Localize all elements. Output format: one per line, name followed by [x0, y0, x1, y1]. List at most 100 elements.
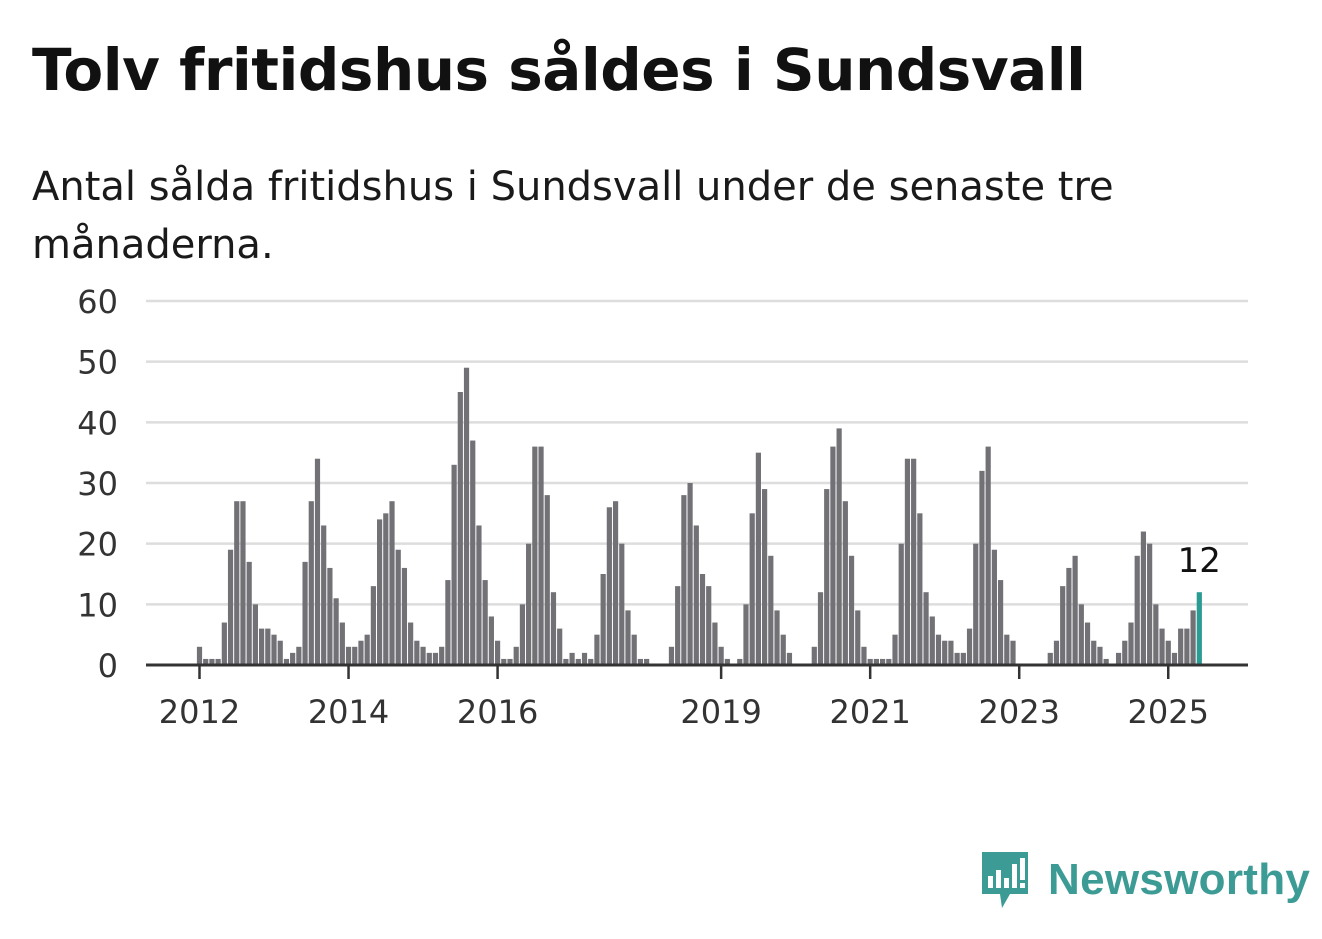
bar: [501, 658, 507, 665]
bar: [1053, 640, 1060, 665]
bar: [1066, 567, 1072, 665]
bar: [265, 628, 271, 665]
bar: [861, 646, 867, 665]
bar: [594, 634, 600, 665]
bar: [1115, 652, 1122, 665]
bar: [774, 610, 780, 665]
bar: [1178, 628, 1184, 665]
bar: [1097, 646, 1103, 665]
bar: [439, 646, 445, 665]
bar: [942, 640, 948, 665]
bar: [954, 652, 960, 665]
bar: [718, 646, 724, 665]
bar: [1165, 640, 1171, 665]
bar: [1103, 658, 1109, 665]
bar: [588, 658, 594, 665]
bar: [246, 561, 252, 665]
bar: [966, 628, 973, 665]
bar: [706, 586, 712, 665]
newsworthy-logo-icon: [982, 852, 1028, 908]
bar: [935, 634, 942, 665]
bar: [867, 658, 873, 665]
bar: [898, 543, 904, 665]
x-tick-label: 2019: [680, 693, 761, 731]
y-tick-label: 0: [98, 647, 118, 685]
bar: [240, 501, 246, 665]
bar: [960, 652, 966, 665]
bar: [848, 555, 855, 665]
bar: [401, 567, 408, 665]
bar: [1004, 634, 1010, 665]
y-tick-label: 20: [77, 526, 118, 564]
bar: [1010, 640, 1016, 665]
bar: [314, 458, 321, 665]
bar: [333, 598, 339, 665]
bar: [209, 658, 215, 665]
bar: [836, 428, 842, 665]
bar: [1078, 604, 1084, 665]
bar: [414, 640, 420, 665]
bar: [575, 658, 581, 665]
bar: [1091, 640, 1097, 665]
bar: [1153, 604, 1159, 665]
bar: [668, 646, 675, 665]
bar: [358, 640, 364, 665]
bar: [1060, 586, 1066, 665]
bar: [196, 646, 203, 665]
bar: [277, 640, 283, 665]
bar: [606, 507, 612, 665]
bar: [1159, 628, 1165, 665]
bar: [1190, 610, 1196, 665]
bar: [581, 652, 588, 665]
bar: [302, 561, 308, 665]
bar: [842, 501, 848, 665]
bar: [1140, 531, 1147, 665]
bar: [494, 640, 501, 665]
bar: [985, 446, 991, 665]
y-axis-labels: 0 10 20 30 40 50 60: [77, 283, 118, 685]
bar: [644, 658, 650, 665]
highlight-value-label: 12: [1178, 541, 1221, 581]
bar-chart: 12 0 10 20 30 40 50 60 2012 2014 2016 2019 2021 202…: [77, 283, 1248, 731]
bar: [327, 567, 333, 665]
bar: [681, 495, 687, 665]
bar: [830, 446, 836, 665]
bar: [1122, 640, 1128, 665]
bar: [420, 646, 426, 665]
bar: [321, 525, 327, 665]
x-tick-label: 2023: [979, 693, 1060, 731]
bar: [873, 658, 879, 665]
bar: [395, 549, 401, 665]
bar: [557, 628, 563, 665]
bar: [259, 628, 265, 665]
bar: [221, 622, 227, 665]
bar: [451, 464, 457, 665]
bar: [892, 634, 898, 665]
newsworthy-brand: Newsworthy: [980, 850, 1310, 910]
bar: [538, 446, 544, 665]
bar: [1084, 622, 1091, 665]
bar: [563, 658, 569, 665]
bar: [1134, 555, 1140, 665]
bar: [904, 458, 911, 665]
bar: [203, 658, 209, 665]
bar: [271, 634, 277, 665]
bars: 12: [146, 367, 1248, 667]
y-tick-label: 60: [77, 283, 118, 321]
bar: [1047, 652, 1053, 665]
bar: [762, 489, 768, 665]
bar: [544, 495, 550, 665]
bar: [234, 501, 240, 665]
y-tick-label: 30: [77, 465, 118, 503]
bar: [880, 658, 886, 665]
chart-subtitle: Antal sålda fritidshus i Sundsvall under…: [32, 164, 1114, 268]
bar: [389, 501, 395, 665]
x-axis-labels: 2012 2014 2016 2019 2021 2023 2025: [159, 665, 1209, 731]
bar: [917, 513, 923, 665]
bar: [743, 604, 749, 665]
bar: [376, 519, 383, 665]
bar: [296, 646, 302, 665]
bar: [290, 652, 296, 665]
bar: [817, 592, 824, 665]
bar: [569, 652, 575, 665]
